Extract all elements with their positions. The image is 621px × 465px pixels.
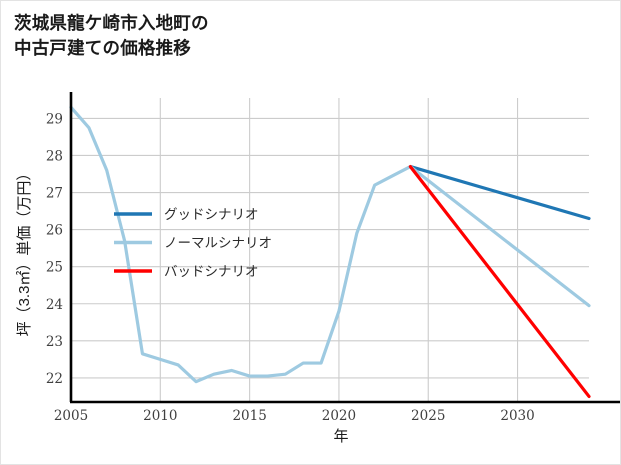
x-axis-tick-labels: 2005 2010 2015 2020 2025 2030 bbox=[54, 408, 535, 424]
x-tick-label: 2020 bbox=[322, 408, 356, 424]
series-line-1 bbox=[69, 105, 591, 384]
y-axis-tick-labels: 22 23 24 25 26 27 28 29 bbox=[46, 111, 63, 387]
legend-label-0: グッドシナリオ bbox=[164, 207, 259, 223]
y-tick-label: 25 bbox=[46, 260, 63, 276]
series-line-0 bbox=[408, 164, 591, 221]
axis-spines bbox=[69, 92, 620, 404]
grid-lines bbox=[70, 98, 589, 402]
x-tick-label: 2005 bbox=[54, 408, 88, 424]
x-tick-label: 2025 bbox=[411, 408, 445, 424]
y-tick-label: 27 bbox=[46, 186, 63, 202]
legend-label-1: ノーマルシナリオ bbox=[164, 236, 272, 252]
y-tick-label: 26 bbox=[46, 223, 63, 239]
x-axis-title: 年 bbox=[333, 428, 348, 445]
y-tick-label: 28 bbox=[46, 148, 63, 164]
x-tick-label: 2010 bbox=[143, 408, 177, 424]
y-tick-label: 23 bbox=[46, 334, 63, 350]
x-tick-label: 2030 bbox=[500, 408, 534, 424]
data-series-layer bbox=[69, 105, 591, 399]
y-tick-label: 22 bbox=[46, 371, 63, 387]
y-axis-title: 坪（3.3㎡）単価（万円） bbox=[16, 166, 33, 337]
legend-label-2: バッドシナリオ bbox=[164, 264, 259, 280]
y-tick-label: 29 bbox=[46, 111, 63, 127]
y-tick-label: 24 bbox=[46, 297, 63, 313]
series-line-2 bbox=[408, 164, 591, 399]
page-title: 茨城県龍ケ崎市入地町の 中古戸建ての価格推移 bbox=[14, 13, 209, 58]
x-tick-label: 2015 bbox=[232, 408, 266, 424]
